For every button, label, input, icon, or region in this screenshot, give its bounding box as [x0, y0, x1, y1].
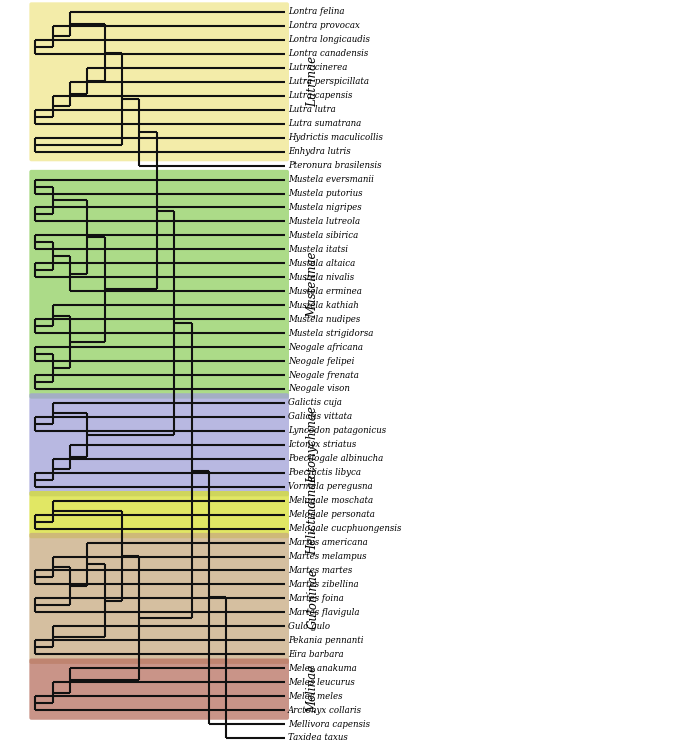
- FancyBboxPatch shape: [29, 658, 289, 720]
- Text: Mustela nigripes: Mustela nigripes: [288, 203, 362, 212]
- Text: Lutra capensis: Lutra capensis: [288, 92, 352, 100]
- Text: Lutra sumatrana: Lutra sumatrana: [288, 119, 361, 128]
- Text: Martes martes: Martes martes: [288, 566, 352, 575]
- Text: Pekania pennanti: Pekania pennanti: [288, 636, 363, 645]
- Text: Lontra felina: Lontra felina: [288, 8, 345, 16]
- Text: Poecilictis libyca: Poecilictis libyca: [288, 468, 361, 477]
- Text: Enhydra lutris: Enhydra lutris: [288, 147, 351, 156]
- Text: Neogale vison: Neogale vison: [288, 385, 350, 394]
- Text: Gulo gulo: Gulo gulo: [288, 622, 330, 631]
- Text: Melogale moschata: Melogale moschata: [288, 496, 373, 506]
- Text: Martes zibellina: Martes zibellina: [288, 580, 358, 589]
- FancyBboxPatch shape: [29, 170, 289, 399]
- Text: Mustela sibirica: Mustela sibirica: [288, 231, 358, 240]
- Text: Melogale cucphuongensis: Melogale cucphuongensis: [288, 524, 402, 533]
- Text: Ictonyx striatus: Ictonyx striatus: [288, 440, 356, 449]
- Text: Taxidea taxus: Taxidea taxus: [288, 734, 347, 742]
- Text: Lutra perspicillata: Lutra perspicillata: [288, 77, 369, 86]
- Text: Galictis vittata: Galictis vittata: [288, 413, 352, 422]
- FancyBboxPatch shape: [29, 393, 289, 496]
- Text: Poecilogale albinucha: Poecilogale albinucha: [288, 454, 383, 464]
- Text: Lontra provocax: Lontra provocax: [288, 22, 360, 31]
- Text: Mustela itatsi: Mustela itatsi: [288, 244, 348, 254]
- Text: Mustela eversmanii: Mustela eversmanii: [288, 175, 374, 184]
- Text: Mustela kathiah: Mustela kathiah: [288, 301, 358, 310]
- Text: Pteronura brasilensis: Pteronura brasilensis: [288, 161, 382, 170]
- Text: Neogale africana: Neogale africana: [288, 343, 363, 352]
- Text: Arctonyx collaris: Arctonyx collaris: [288, 706, 362, 715]
- Text: Hydrictis maculicollis: Hydrictis maculicollis: [288, 134, 383, 142]
- Text: Meles leucurus: Meles leucurus: [288, 678, 355, 687]
- FancyBboxPatch shape: [29, 532, 289, 664]
- Text: Lutrinae: Lutrinae: [306, 56, 319, 107]
- Text: Helictindinae: Helictindinae: [306, 475, 319, 555]
- Text: Lutra lutra: Lutra lutra: [288, 105, 336, 114]
- FancyBboxPatch shape: [29, 2, 289, 161]
- Text: Martes americana: Martes americana: [288, 538, 368, 547]
- Text: Mustelinae: Mustelinae: [306, 251, 319, 317]
- Text: Vormela peregusna: Vormela peregusna: [288, 482, 373, 491]
- Text: Mustela erminea: Mustela erminea: [288, 286, 362, 296]
- Text: Mustela nivalis: Mustela nivalis: [288, 273, 354, 282]
- Text: Martes melampus: Martes melampus: [288, 552, 367, 561]
- Text: Neogale frenata: Neogale frenata: [288, 370, 359, 380]
- Text: Eira barbara: Eira barbara: [288, 650, 343, 658]
- Text: Martes flavigula: Martes flavigula: [288, 608, 360, 616]
- Text: Lontra canadensis: Lontra canadensis: [288, 50, 368, 58]
- Text: Guloninae: Guloninae: [306, 568, 319, 628]
- Text: Melogale personata: Melogale personata: [288, 510, 375, 519]
- Text: Mellivora capensis: Mellivora capensis: [288, 719, 370, 728]
- Text: Mustela lutreola: Mustela lutreola: [288, 217, 360, 226]
- Text: Meles meles: Meles meles: [288, 692, 343, 700]
- Text: Mustela putorius: Mustela putorius: [288, 189, 363, 198]
- Text: Galictis cuja: Galictis cuja: [288, 398, 342, 407]
- Text: Mustela altaica: Mustela altaica: [288, 259, 355, 268]
- Text: Martes foina: Martes foina: [288, 594, 344, 603]
- Text: Ictonychinae: Ictonychinae: [306, 406, 319, 483]
- Text: Neogale felipei: Neogale felipei: [288, 356, 354, 365]
- Text: Melinae: Melinae: [306, 665, 319, 713]
- Text: Lyncodon patagonicus: Lyncodon patagonicus: [288, 426, 386, 435]
- Text: Lontra longicaudis: Lontra longicaudis: [288, 35, 370, 44]
- Text: Meles anakuma: Meles anakuma: [288, 664, 357, 673]
- Text: Lutra cinerea: Lutra cinerea: [288, 63, 347, 72]
- Text: Mustela nudipes: Mustela nudipes: [288, 315, 360, 324]
- Text: Mustela strigidorsa: Mustela strigidorsa: [288, 328, 373, 338]
- FancyBboxPatch shape: [29, 491, 289, 538]
